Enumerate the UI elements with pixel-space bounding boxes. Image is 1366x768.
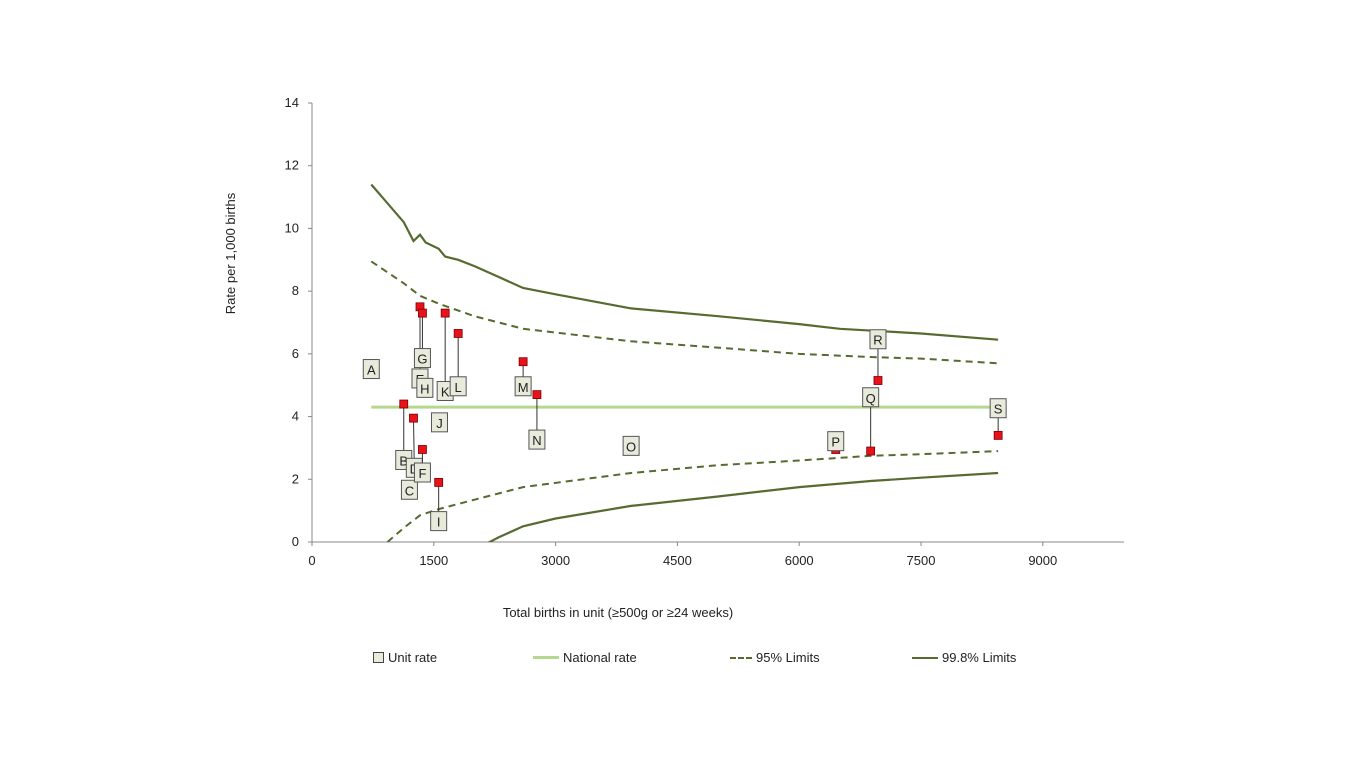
- unit-label-box: [413, 462, 431, 483]
- unit-label-box: [869, 329, 887, 350]
- y-axis-label: Rate per 1,000 births: [223, 192, 238, 314]
- unit-label-box: [528, 429, 546, 450]
- unit-label-box: [400, 479, 418, 500]
- x-tick-label: 7500: [907, 553, 936, 568]
- x-tick-label: 1500: [419, 553, 448, 568]
- unit-label-box: [449, 376, 467, 397]
- unit-rate-point: [399, 399, 409, 409]
- unit-label-box: [514, 376, 532, 397]
- unit-label: Q: [866, 391, 876, 406]
- unit-label-box: [862, 387, 880, 408]
- unit-label-box: [622, 435, 640, 456]
- x-tick-label: 9000: [1028, 553, 1057, 568]
- axes: 0 2 4 6 8 10 12 14 0 1500 3000 4500 6000 7500 9000: [285, 95, 1124, 568]
- unit-label: K: [441, 384, 450, 399]
- unit-rate-point: [866, 446, 876, 456]
- unit-rate-point: [418, 308, 427, 318]
- legend-label-95-limits: 95% Limits: [756, 650, 820, 665]
- unit-rate-point: [518, 357, 528, 367]
- unit-rate-point: [409, 413, 418, 423]
- unit-rate-point: [532, 390, 542, 400]
- legend-item-95-limits: 95% Limits: [730, 650, 820, 665]
- dashed-line-icon: [730, 656, 752, 659]
- unit-label: O: [626, 439, 636, 454]
- limit-lines: [370, 183, 999, 542]
- x-tick-label: 3000: [541, 553, 570, 568]
- unit-points: ABCDEFGHIJKLMNOPQRS: [362, 302, 1007, 532]
- unit-label: B: [399, 453, 408, 468]
- y-tick-label: 0: [292, 534, 299, 549]
- y-tick-label: 4: [292, 409, 299, 424]
- unit-label: F: [418, 466, 426, 481]
- y-tick-label: 6: [292, 346, 299, 361]
- y-tick-label: 2: [292, 471, 299, 486]
- x-tick-label: 0: [308, 553, 315, 568]
- legend-item-national-rate: National rate: [533, 650, 637, 665]
- unit-label: H: [420, 381, 429, 396]
- legend-item-unit-rate: Unit rate: [373, 650, 437, 665]
- unit-label: R: [873, 333, 882, 348]
- legend: Unit rate National rate 95% Limits 99.8%…: [0, 650, 1366, 670]
- unit-label: S: [994, 402, 1003, 417]
- unit-rate-point: [993, 430, 1003, 440]
- unit-label: M: [518, 380, 529, 395]
- lower-99-8-limit-line: [487, 471, 999, 542]
- unit-rate-point: [453, 329, 463, 338]
- unit-label-box: [989, 398, 1007, 419]
- unit-label-box: [413, 348, 431, 369]
- unit-label-box: [430, 412, 448, 433]
- legend-label-998-limits: 99.8% Limits: [942, 650, 1017, 665]
- national-rate-line-icon: [533, 656, 559, 659]
- x-tick-label: 6000: [785, 553, 814, 568]
- unit-label: J: [436, 416, 443, 431]
- y-tick-label: 8: [292, 283, 299, 298]
- y-tick-label: 12: [285, 158, 299, 173]
- unit-label-box: [430, 511, 448, 532]
- unit-rate-point: [434, 478, 444, 487]
- legend-label-unit-rate: Unit rate: [388, 650, 438, 665]
- unit-label: G: [417, 352, 427, 367]
- unit-label: L: [455, 380, 462, 395]
- upper-95-limit-line: [370, 260, 999, 365]
- unit-label: I: [437, 515, 441, 530]
- unit-rate-point: [418, 445, 427, 454]
- legend-item-998-limits: 99.8% Limits: [912, 650, 1016, 665]
- lower-95-limit-line: [386, 450, 999, 542]
- unit-rate-point: [440, 308, 450, 318]
- solid-line-icon: [912, 656, 938, 659]
- unit-label-box: [416, 377, 434, 398]
- x-tick-label: 4500: [663, 553, 692, 568]
- y-tick-label: 14: [285, 95, 299, 110]
- unit-label: P: [831, 435, 840, 450]
- unit-label-box: [827, 431, 845, 452]
- y-tick-label: 10: [285, 220, 299, 235]
- unit-rate-point: [873, 376, 883, 385]
- unit-label: A: [367, 363, 376, 378]
- legend-label-national-rate: National rate: [563, 650, 637, 665]
- upper-99-8-limit-line: [370, 183, 999, 341]
- x-axis-label: Total births in unit (≥500g or ≥24 weeks…: [503, 605, 733, 620]
- unit-label-box: [362, 359, 380, 380]
- unit-rate-marker-icon: [373, 652, 384, 663]
- unit-label: C: [405, 483, 414, 498]
- unit-label: N: [532, 433, 541, 448]
